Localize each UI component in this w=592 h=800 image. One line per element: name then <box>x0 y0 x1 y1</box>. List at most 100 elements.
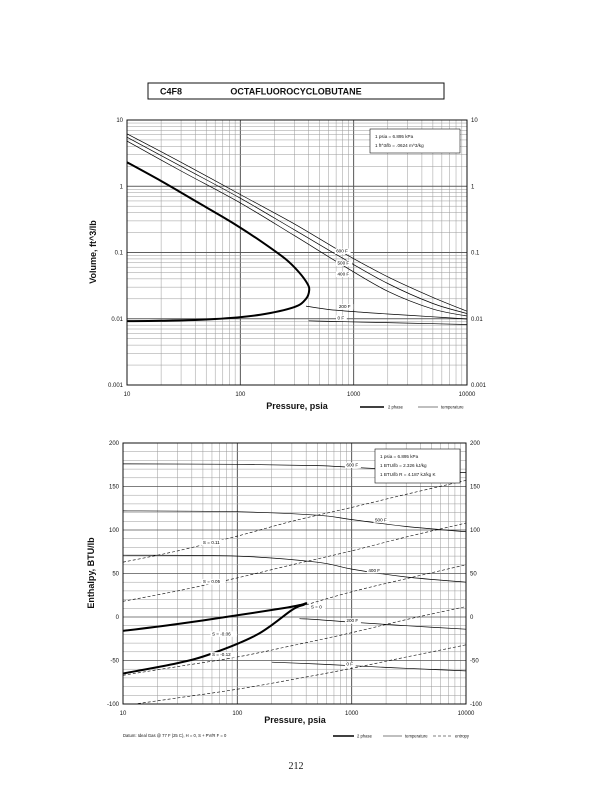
volume-legend-temperature-label: temperature <box>441 405 464 410</box>
enthalpy-x-tick-label: 1000 <box>345 711 359 717</box>
volume-y-tick-label-right: 10 <box>471 118 478 124</box>
enthalpy-series-label-bg <box>366 567 383 574</box>
enthalpy-series-s-0 <box>306 564 466 606</box>
enthalpy-legend-2phase-label: 2 phase <box>357 734 373 739</box>
enthalpy-x-tick-label: 10 <box>120 711 127 717</box>
enthalpy-y-tick-label-right: 200 <box>470 441 481 447</box>
enthalpy-series-s-0-12 <box>132 644 466 704</box>
enthalpy-series-label-bg <box>373 517 390 523</box>
volume-chart-y-ticks-left: 0.001 0.01 0.1 1 10 <box>108 118 124 389</box>
enthalpy-x-tick-label: 10000 <box>458 711 475 717</box>
volume-chart-legend: 2 phase temperature <box>360 405 464 410</box>
enthalpy-series-200-f <box>299 618 466 630</box>
enthalpy-series-label-bg <box>309 604 326 610</box>
volume-series-label-bg <box>335 271 352 277</box>
enthalpy-chart-y-ticks-right: -100 -50 0 50 100 150 200 <box>470 441 483 708</box>
enthalpy-series-2-phase <box>123 602 308 675</box>
enthalpy-chart-datum-note: Datum: Ideal Gas @ 77 F (25 C), H = 0, S… <box>123 733 227 738</box>
volume-series-0-f <box>308 320 467 325</box>
enthalpy-chart-curve-labels: 600 F 500 F 400 F 200 F 0 F S = 0.11 S = 0.05 S… <box>201 462 390 668</box>
enthalpy-series-label-bg <box>210 631 237 637</box>
enthalpy-series-label-bg <box>344 661 356 668</box>
enthalpy-y-tick-label-left: 0 <box>116 615 120 621</box>
volume-y-tick-label-right: 0.1 <box>471 251 480 257</box>
enthalpy-series-label-bg <box>210 652 237 658</box>
enthalpy-series-s-0-06 <box>123 606 466 676</box>
enthalpy-chart-y-ticks-left: -100 -50 0 50 100 150 200 <box>107 441 120 708</box>
volume-series-600-f <box>127 133 467 312</box>
volume-y-tick-label-left: 1 <box>120 184 124 190</box>
enthalpy-series-500-f <box>123 510 466 533</box>
volume-series-400-f <box>127 140 467 317</box>
enthalpy-series-label-s-0-05: S = 0.05 <box>203 579 221 584</box>
volume-chart-curves <box>127 133 467 325</box>
volume-y-tick-label-left: 0.001 <box>108 383 124 389</box>
enthalpy-chart: 600 F 500 F 400 F 200 F 0 F S = 0.11 S = 0.05 S… <box>86 441 483 739</box>
enthalpy-series-label-200-f: 200 F <box>346 618 358 623</box>
volume-x-tick-label: 10 <box>124 392 131 398</box>
volume-series-label-bg <box>335 315 347 321</box>
enthalpy-chart-note-3: 1 BTU/lb R = 4.187 kJ/kg K <box>380 472 436 477</box>
enthalpy-y-tick-label-left: 100 <box>109 528 120 534</box>
volume-series-label-bg <box>335 260 352 266</box>
volume-series-label-500-f: 500 F <box>337 260 349 265</box>
enthalpy-series-label-bg <box>201 579 226 585</box>
volume-y-tick-label-right: 1 <box>471 184 475 190</box>
enthalpy-series-label-bg <box>201 539 226 546</box>
enthalpy-chart-x-ticks: 10 100 1000 10000 <box>120 711 475 717</box>
enthalpy-y-tick-label-left: 200 <box>109 441 120 447</box>
volume-chart-y-axis-title: Volume, ft^3/lb <box>88 220 98 284</box>
volume-series-label-400-f: 400 F <box>337 271 349 276</box>
volume-series-label-bg <box>337 304 354 310</box>
enthalpy-y-tick-label-right: -100 <box>470 702 483 708</box>
enthalpy-y-tick-label-left: 150 <box>109 485 120 491</box>
enthalpy-chart-y-axis-title: Enthalpy, BTU/lb <box>86 537 96 609</box>
enthalpy-y-tick-label-left: -50 <box>110 659 119 665</box>
volume-chart-x-ticks: 10 100 1000 10000 <box>124 392 476 398</box>
volume-y-tick-label-right: 0.001 <box>471 383 487 389</box>
enthalpy-chart-frame <box>122 442 467 705</box>
enthalpy-series-label-s-0-11: S = 0.11 <box>203 540 220 545</box>
enthalpy-series-0-f <box>271 661 466 672</box>
volume-chart-frame <box>126 119 468 386</box>
enthalpy-series-label-bg <box>344 618 361 624</box>
enthalpy-chart-notes: 1 psia = 6.895 kPa 1 BTU/lb = 2.326 kJ/k… <box>374 448 461 484</box>
enthalpy-series-label-500-f: 500 F <box>375 517 387 522</box>
volume-y-tick-label-left: 0.1 <box>115 251 124 257</box>
enthalpy-x-tick-label: 100 <box>232 711 243 717</box>
volume-y-tick-label-left: 0.01 <box>111 317 123 323</box>
enthalpy-series-label-s-0-06: S = -0.06 <box>212 631 231 636</box>
enthalpy-series-label-400-f: 400 F <box>368 568 380 573</box>
volume-series-label-0-f: 0 F <box>337 315 344 320</box>
enthalpy-series-label-s-0-12: S = -0.12 <box>212 652 231 657</box>
volume-chart-notes: 1 psia = 6.895 kPa 1 ft^3/lb = .0624 m^3… <box>369 128 461 154</box>
volume-series-500-f <box>127 136 467 314</box>
volume-chart-x-axis-title: Pressure, psia <box>266 401 329 411</box>
header-box <box>147 82 445 100</box>
page-number: 212 <box>289 761 304 772</box>
volume-series-label-200-f: 200 F <box>339 304 351 309</box>
volume-series-200-f <box>305 305 467 320</box>
volume-chart-note-box <box>369 128 461 154</box>
enthalpy-y-tick-label-left: -100 <box>107 702 120 708</box>
volume-series-label-bg <box>334 248 351 254</box>
volume-x-tick-label: 1000 <box>347 392 361 398</box>
volume-y-tick-label-left: 10 <box>116 118 123 124</box>
enthalpy-y-tick-label-right: 0 <box>470 615 474 621</box>
volume-x-tick-label: 100 <box>235 392 246 398</box>
volume-chart-y-ticks-right: 0.001 0.01 0.1 1 10 <box>471 118 487 389</box>
volume-legend-2phase-label: 2 phase <box>388 405 404 410</box>
enthalpy-y-tick-label-right: 100 <box>470 528 481 534</box>
enthalpy-series-label-600-f: 600 F <box>346 462 358 467</box>
enthalpy-chart-note-1: 1 psia = 6.895 kPa <box>380 454 419 459</box>
volume-chart-note-1: 1 psia = 6.895 kPa <box>375 134 414 139</box>
enthalpy-y-tick-label-right: -50 <box>470 659 479 665</box>
enthalpy-series-s-0-11 <box>123 480 466 563</box>
volume-series-2-phase <box>127 161 311 323</box>
enthalpy-chart-note-2: 1 BTU/lb = 2.326 kJ/kg <box>380 463 427 468</box>
volume-x-tick-label: 10000 <box>459 392 476 398</box>
enthalpy-legend-entropy-label: entropy <box>455 734 470 739</box>
enthalpy-series-label-s-0: S = 0 <box>311 604 322 609</box>
volume-chart-curve-labels: 600 F 500 F 400 F 200 F 0 F <box>334 248 354 321</box>
